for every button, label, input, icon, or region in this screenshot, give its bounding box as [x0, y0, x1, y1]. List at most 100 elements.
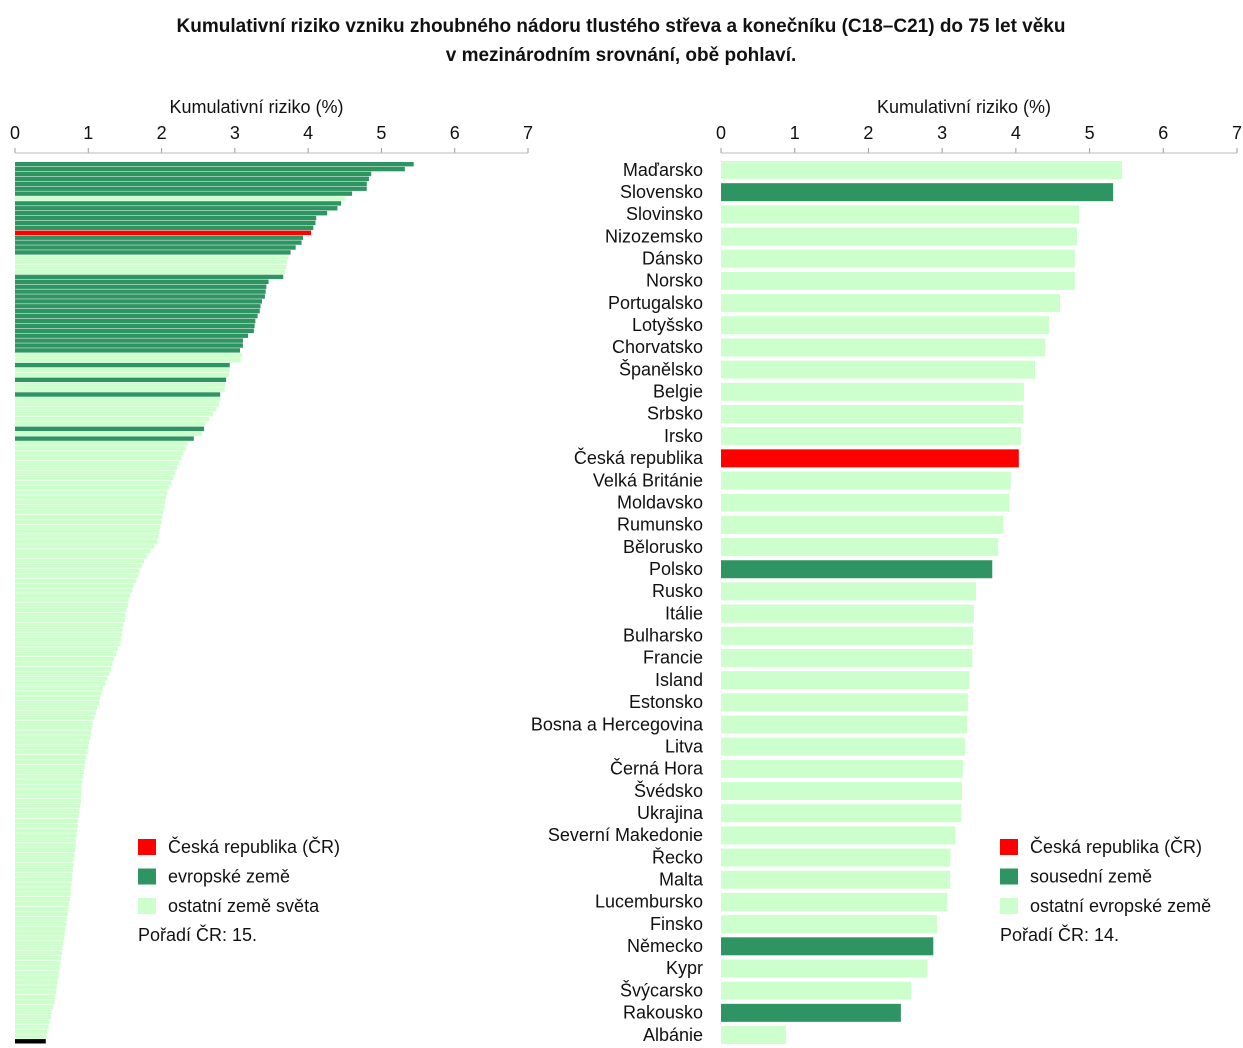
bar — [15, 1004, 54, 1010]
bar — [15, 637, 122, 642]
bar — [15, 387, 225, 392]
bar — [721, 826, 956, 845]
bar — [15, 1019, 50, 1024]
bar — [15, 696, 101, 701]
bar — [15, 950, 62, 956]
bar — [15, 377, 227, 382]
bar — [721, 316, 1050, 335]
bar — [15, 740, 90, 745]
bar — [15, 514, 163, 520]
bar — [15, 392, 221, 397]
bar — [15, 813, 79, 819]
bar — [15, 304, 261, 309]
bar — [15, 661, 113, 667]
bar — [15, 701, 100, 706]
x-tick-label: 6 — [1158, 123, 1168, 143]
x-tick-label: 3 — [230, 123, 240, 143]
legend-label: Česká republika (ČR) — [1030, 836, 1202, 857]
bar — [721, 515, 1004, 534]
y-tick-label: Španělsko — [619, 358, 703, 379]
bar — [15, 710, 96, 716]
bar — [15, 916, 68, 921]
legend-swatch — [138, 839, 156, 855]
bar — [15, 264, 287, 270]
bar — [15, 549, 151, 554]
bar — [15, 852, 75, 858]
bar — [15, 612, 126, 618]
bar — [721, 205, 1080, 224]
bar — [15, 911, 68, 917]
bar — [15, 627, 123, 632]
y-tick-label: Velká Británie — [593, 470, 703, 490]
y-tick-label: Lotyšsko — [632, 315, 703, 335]
y-tick-label: Itálie — [665, 603, 703, 623]
bar — [721, 227, 1078, 246]
bar — [721, 782, 963, 801]
bar — [721, 471, 1011, 490]
bar — [721, 427, 1022, 446]
bar — [721, 737, 965, 756]
bar — [15, 691, 102, 696]
bar — [721, 715, 968, 734]
bar — [721, 294, 1061, 313]
bar — [15, 558, 144, 564]
bar — [15, 897, 70, 902]
bar — [721, 1026, 786, 1045]
bar — [721, 759, 963, 778]
bar — [15, 294, 265, 299]
bar — [15, 505, 165, 510]
bar — [721, 915, 937, 934]
bar — [721, 493, 1010, 512]
bar — [15, 862, 74, 868]
y-tick-label: Slovensko — [620, 182, 703, 202]
x-tick-label: 2 — [863, 123, 873, 143]
y-tick-label: Švédsko — [634, 780, 703, 801]
bar — [15, 794, 81, 799]
bar — [15, 867, 73, 872]
x-tick-label: 3 — [937, 123, 947, 143]
bar — [15, 848, 76, 853]
y-tick-label: Rusko — [652, 581, 703, 601]
bar — [721, 959, 928, 978]
y-tick-label: Srbsko — [647, 404, 703, 424]
bar — [15, 309, 260, 314]
bar — [15, 284, 267, 289]
bar — [15, 999, 55, 1005]
bar — [721, 183, 1114, 202]
bar — [15, 509, 164, 515]
bar — [15, 235, 304, 240]
bar — [15, 857, 74, 863]
bar — [15, 735, 91, 740]
bar — [15, 372, 229, 378]
bar — [15, 260, 287, 265]
y-tick-label: Litva — [665, 736, 704, 756]
bar — [15, 1014, 51, 1019]
bar — [15, 338, 243, 343]
bar — [15, 196, 345, 201]
bar — [15, 583, 134, 588]
y-tick-label: Lucembursko — [595, 892, 703, 912]
bar — [15, 686, 103, 691]
bar — [15, 211, 328, 216]
bar — [15, 784, 82, 789]
legend-swatch — [1000, 868, 1018, 885]
y-tick-label: Malta — [659, 870, 704, 890]
bar — [15, 421, 206, 427]
bar — [15, 622, 124, 627]
y-tick-label: Severní Makedonie — [548, 825, 703, 845]
bar — [721, 271, 1075, 290]
bar — [15, 1029, 48, 1034]
bar — [15, 843, 76, 848]
bar — [15, 877, 73, 882]
bar — [15, 446, 186, 451]
bar — [15, 348, 240, 353]
bar — [15, 632, 122, 637]
bar — [15, 411, 213, 417]
x-tick-label: 7 — [523, 123, 533, 143]
bar — [15, 754, 87, 760]
bar — [15, 955, 62, 961]
bar — [15, 358, 241, 363]
bar — [721, 1003, 901, 1022]
bar — [15, 416, 210, 422]
bar — [15, 720, 93, 725]
